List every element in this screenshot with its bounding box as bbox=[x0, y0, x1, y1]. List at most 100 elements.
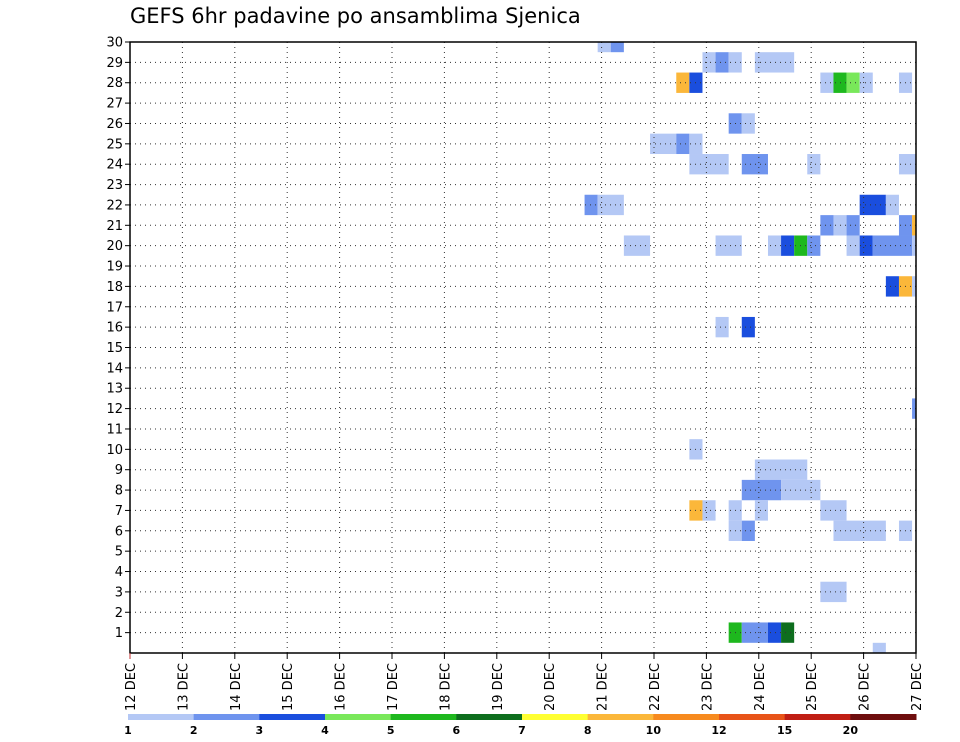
precip-cell-member-29 bbox=[702, 52, 716, 73]
precip-cell-member-16 bbox=[715, 316, 729, 338]
precip-cell-member-20 bbox=[807, 235, 821, 256]
x-tick-label: 23 DEC bbox=[700, 663, 715, 711]
precip-cell-member-28 bbox=[820, 72, 834, 93]
y-tick-label: 12 bbox=[106, 402, 123, 417]
precip-cell-member-12 bbox=[912, 398, 916, 419]
colorbar-swatch bbox=[653, 714, 720, 720]
colorbar-label: 5 bbox=[387, 724, 395, 737]
y-tick-label: 28 bbox=[106, 76, 123, 91]
colorbar-swatch bbox=[128, 714, 195, 720]
y-tick-label: 13 bbox=[106, 382, 123, 397]
precip-cell-member-25 bbox=[676, 133, 690, 155]
x-tick-label: 19 DEC bbox=[491, 663, 506, 711]
y-tick-label: 24 bbox=[106, 158, 123, 173]
colorbar-label: 4 bbox=[321, 724, 329, 737]
y-tick-label: 1 bbox=[115, 626, 123, 641]
y-tick-label: 29 bbox=[106, 56, 123, 71]
precip-cell-member-20 bbox=[872, 235, 913, 256]
precip-cell-member-20 bbox=[846, 235, 860, 256]
precip-cell-member-24 bbox=[807, 154, 821, 175]
x-tick-label: 22 DEC bbox=[648, 663, 663, 711]
precip-cell-member-16 bbox=[741, 316, 755, 338]
precip-cell-member-30 bbox=[597, 42, 611, 53]
colorbar-swatch bbox=[522, 714, 589, 720]
colorbar: 1 2 3 4 5 6 7 8 10 12 15 20 bbox=[124, 714, 917, 737]
y-tick-label: 6 bbox=[115, 524, 123, 539]
precip-cell-member-1 bbox=[781, 622, 795, 643]
precip-cell-member-30 bbox=[610, 42, 624, 53]
y-tick-label: 9 bbox=[115, 463, 123, 478]
precip-cell-member-8 bbox=[741, 479, 782, 501]
precip-cell-member-28 bbox=[846, 72, 860, 93]
y-tick-label: 22 bbox=[106, 198, 123, 213]
x-tick-label: 27 DEC bbox=[910, 663, 925, 711]
colorbar-label: 3 bbox=[256, 724, 264, 737]
y-tick-label: 26 bbox=[106, 117, 123, 132]
precip-cell-member-20 bbox=[781, 235, 795, 256]
colorbar-label: 6 bbox=[453, 724, 461, 737]
y-tick-label: 16 bbox=[106, 321, 123, 336]
precip-cell-member-29 bbox=[715, 52, 729, 73]
y-tick-label: 11 bbox=[106, 422, 123, 437]
precip-cell-member-20 bbox=[859, 235, 873, 256]
y-tick-label: 15 bbox=[106, 341, 123, 356]
x-tick-label: 14 DEC bbox=[229, 663, 244, 711]
precip-cell-member-28 bbox=[676, 72, 690, 93]
precip-cell-member-1 bbox=[767, 622, 782, 643]
precip-cell-member-18 bbox=[885, 276, 899, 297]
precip-cell-member-22 bbox=[584, 194, 598, 216]
chart-title: GEFS 6hr padavine po ansamblima Sjenica bbox=[130, 4, 581, 28]
colorbar-swatch bbox=[193, 714, 260, 720]
y-tick-label: 18 bbox=[106, 280, 123, 295]
y-tick-label: 14 bbox=[106, 361, 123, 376]
x-tick-label: 26 DEC bbox=[858, 663, 873, 711]
x-tick-label: 18 DEC bbox=[438, 663, 453, 711]
precip-cell-member-22 bbox=[859, 194, 886, 216]
y-tick-label: 8 bbox=[115, 484, 123, 499]
precip-cell-member-21 bbox=[846, 215, 860, 236]
x-tick-label: 12 DEC bbox=[124, 663, 139, 711]
y-axis: 1234567891011121314151617181920212223242… bbox=[106, 36, 130, 641]
colorbar-label: 20 bbox=[843, 724, 859, 737]
colorbar-swatch bbox=[325, 714, 392, 720]
colorbar-label: 8 bbox=[584, 724, 592, 737]
y-tick-label: 3 bbox=[115, 585, 123, 600]
precip-cell-member-24 bbox=[741, 154, 768, 175]
colorbar-label: 7 bbox=[518, 724, 526, 737]
precip-cell-member-20 bbox=[767, 235, 782, 256]
precip-cell-member-28 bbox=[859, 72, 873, 93]
x-axis: 12 DEC 13 DEC 14 DEC 15 DEC 16 DEC 17 DEC 18 D… bbox=[124, 653, 925, 711]
x-tick-label: 24 DEC bbox=[753, 663, 768, 711]
precip-cell-member-7 bbox=[820, 500, 847, 521]
colorbar-label: 15 bbox=[777, 724, 792, 737]
precip-cell-member-9 bbox=[754, 459, 808, 480]
precip-cell-member-6 bbox=[741, 520, 755, 541]
precip-cell-member-29 bbox=[754, 52, 795, 73]
precip-cell-member-21 bbox=[912, 215, 916, 236]
precip-cell-member-1 bbox=[741, 622, 768, 643]
colorbar-label: 12 bbox=[711, 724, 726, 737]
x-tick-label: 15 DEC bbox=[281, 663, 296, 711]
precip-cell-member-20 bbox=[715, 235, 742, 256]
y-tick-label: 20 bbox=[106, 239, 123, 254]
colorbar-swatch bbox=[850, 714, 917, 720]
colorbar-swatch bbox=[456, 714, 523, 720]
precip-cell-member-26 bbox=[741, 113, 755, 134]
colorbar-swatch bbox=[390, 714, 457, 720]
gridlines bbox=[130, 41, 916, 653]
x-tick-label: 25 DEC bbox=[805, 663, 820, 711]
y-tick-label: 19 bbox=[106, 260, 123, 275]
colorbar-swatch bbox=[719, 714, 786, 720]
precip-cell-member-22 bbox=[885, 194, 899, 216]
precip-cell-member-18 bbox=[912, 276, 916, 297]
precip-cell-member-3 bbox=[820, 581, 847, 603]
y-tick-label: 2 bbox=[115, 606, 123, 621]
colorbar-swatch bbox=[784, 714, 851, 720]
precip-cell-member-7 bbox=[702, 500, 716, 521]
precip-cell-member-20 bbox=[912, 235, 916, 256]
precip-cell-member-25 bbox=[650, 133, 677, 155]
precip-cell-member-20 bbox=[623, 235, 651, 256]
precip-cell-member-21 bbox=[820, 215, 834, 236]
precip-cell-member-7 bbox=[754, 500, 768, 521]
